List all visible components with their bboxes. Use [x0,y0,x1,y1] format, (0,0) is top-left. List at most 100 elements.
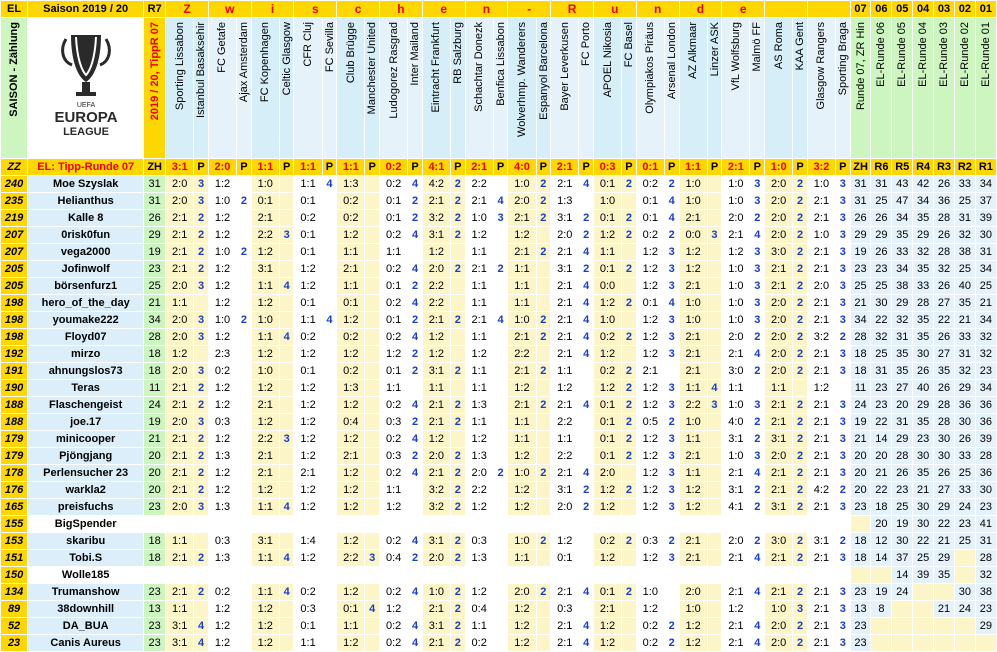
player-round-sum: 35 [892,363,913,379]
player-pick: 2:1 [551,397,579,413]
player-pick-points [237,431,251,447]
player-pick: 2:0 [765,635,793,651]
player-name[interactable]: preisfuchs [28,499,144,515]
match-result: 3:1 [166,159,194,175]
player-name[interactable]: 38downhill [28,601,144,617]
player-pick: 0:1 [593,448,622,464]
player-round-sum: 32 [954,363,975,379]
player-pick: 0:2 [380,635,408,651]
player-round-sum: 34 [975,176,996,192]
player-name[interactable]: Kalle 8 [28,210,144,226]
player-row: 205 börsenfurz1 25 2:0 3 1:2 1:1 4 1:2 1:1 0:1 2 2:2… [1,278,996,294]
player-pick: 1:1 [465,618,493,634]
player-pick: 1:1 [251,499,279,515]
player-row: 89 38downhill 13 1:1 1:2 1:2 0:3 0:1 4 1:2 2:1 2 0:4… [1,601,996,617]
player-pick-points [622,312,636,328]
player-pick: 3:2 [422,499,450,515]
player-pick: 2:0 [765,227,793,243]
el-label: EL [1,1,28,17]
player-name[interactable]: Helianthus [28,193,144,209]
player-pick-points: 2 [450,550,465,566]
home-team-label: Olympiakos Piräus [644,22,657,114]
player-name[interactable]: Teras [28,380,144,396]
player-round-sum [892,618,913,634]
player-round-sum: 18 [850,550,871,566]
player-row: 205 Jofinwolf 23 2:1 2 1:2 3:1 1:2 2:1 0:2 4 2:0 2 2:… [1,261,996,277]
player-round-points [144,516,166,532]
player-name[interactable]: hero_of_the_day [28,295,144,311]
player-pick: 2:0 [765,329,793,345]
player-name[interactable]: Perlensucher 23 [28,465,144,481]
p-label: P [622,159,636,175]
player-name[interactable]: börsenfurz1 [28,278,144,294]
player-pick: 3:1 [422,618,450,634]
player-round-sum: 30 [871,295,892,311]
p-label: P [664,159,679,175]
player-total: 134 [1,584,28,600]
player-name[interactable]: Jofinwolf [28,261,144,277]
player-name[interactable]: minicooper [28,431,144,447]
player-name[interactable]: vega2000 [28,244,144,260]
player-pick: 1:1 [337,244,365,260]
away-team-label: FC Porto [580,22,593,67]
player-pick: 1:0 [722,295,750,311]
player-pick: 2:3 [208,346,237,362]
player-total: 188 [1,414,28,430]
match-home-team: Olympiakos Piräus [636,18,664,158]
player-pick-points [322,261,337,277]
player-pick-points [194,567,208,583]
player-name[interactable]: Flaschengeist [28,397,144,413]
player-pick: 2:1 [465,193,493,209]
player-pick-points: 2 [664,533,679,549]
summary-header: EL-Runde 06 [871,18,892,158]
player-name[interactable]: Trumanshow [28,584,144,600]
player-name[interactable]: Floyd07 [28,329,144,345]
player-name[interactable]: Wolle185 [28,567,144,583]
player-name[interactable]: joe.17 [28,414,144,430]
player-round-points: 19 [144,244,166,260]
player-name[interactable]: Canis Aureus [28,635,144,651]
player-pick: 2:0 [422,550,450,566]
player-pick-points [622,516,636,532]
player-pick: 1:2 [508,482,536,498]
player-name[interactable]: youmake222 [28,312,144,328]
player-pick-points: 3 [750,261,765,277]
player-pick: 2:1 [551,329,579,345]
match-home-team: Eintracht Frankfurt [422,18,450,158]
player-pick-points: 2 [579,210,593,226]
player-total: 207 [1,244,28,260]
player-round-sum [871,635,892,651]
player-name[interactable]: DA_BUA [28,618,144,634]
player-round-sum: 22 [913,533,934,549]
player-row: 198 Floyd07 28 2:0 3 1:2 1:1 4 0:2 0:2 0:2 4 1:2 1:1 2… [1,329,996,345]
player-pick: 2:1 [551,465,579,481]
player-pick: 0:2 [380,329,408,345]
player-name[interactable]: Tobi.S [28,550,144,566]
away-team-label: Espanyol Barcelona [537,22,550,120]
player-pick-points: 4 [664,193,679,209]
player-pick-points: 2 [579,227,593,243]
player-name[interactable]: ahnungslos73 [28,363,144,379]
player-name[interactable]: Pjöngjang [28,448,144,464]
player-pick-points [322,448,337,464]
player-name[interactable]: warkla2 [28,482,144,498]
player-pick-points [450,431,465,447]
p-label: P [365,159,380,175]
player-name[interactable]: BigSpender [28,516,144,532]
player-pick-points [279,397,294,413]
player-pick-points: 3 [279,431,294,447]
player-pick: 1:0 [765,601,793,617]
player-name[interactable]: mirzo [28,346,144,362]
player-pick-points [579,516,593,532]
prev-round-number: 02 [954,1,975,17]
player-pick: 3:1 [551,210,579,226]
player-name[interactable]: skaribu [28,533,144,549]
player-name[interactable]: 0risk0fun [28,227,144,243]
away-team-label: Inter Mailand [409,22,422,86]
player-pick [551,567,579,583]
player-pick: 2:2 [551,448,579,464]
player-name[interactable]: Moe Szyslak [28,176,144,192]
player-pick: 1:2 [208,380,237,396]
player-pick: 0:1 [551,550,579,566]
player-pick: 2:1 [166,431,194,447]
